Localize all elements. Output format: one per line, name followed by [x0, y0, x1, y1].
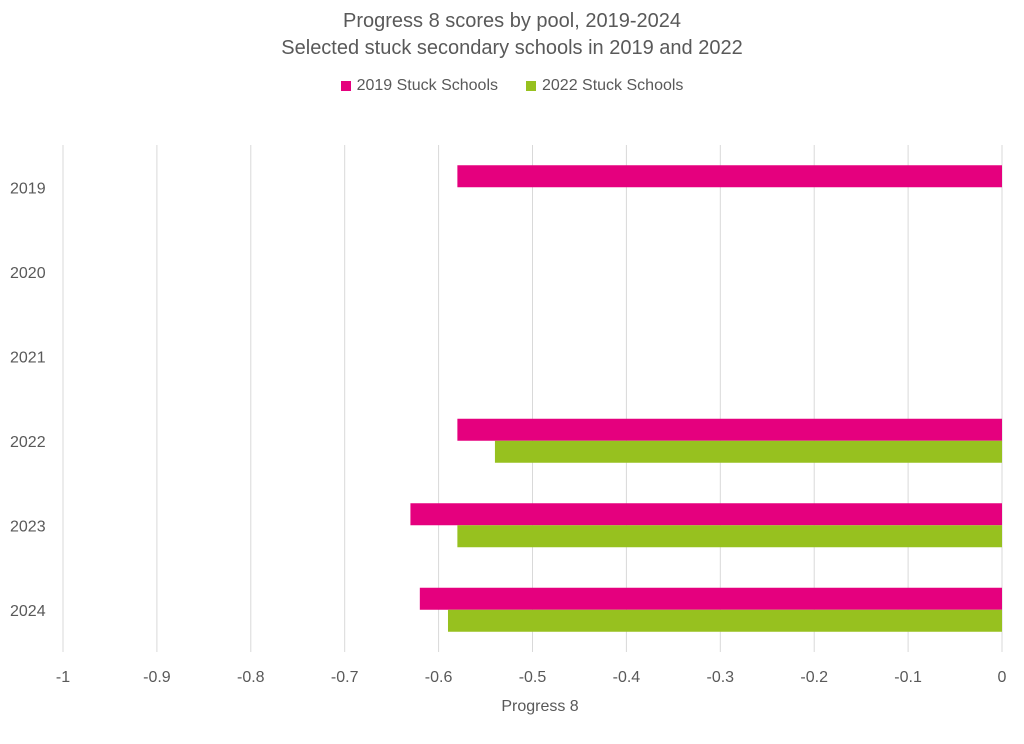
- bar-2019-stuck-schools-2024: [419, 587, 1002, 610]
- y-tick-label: 2024: [10, 603, 46, 620]
- y-tick-label: 2021: [10, 349, 46, 366]
- y-tick-label: 2023: [10, 518, 46, 535]
- chart-subtitle: Selected stuck secondary schools in 2019…: [281, 37, 743, 59]
- x-tick-label: -1: [56, 669, 70, 686]
- legend-swatch-2022: [526, 81, 536, 91]
- x-tick-label: -0.7: [331, 669, 359, 686]
- x-tick-label: -0.2: [800, 669, 828, 686]
- x-axis-title: Progress 8: [501, 698, 578, 715]
- x-tick-label: -0.6: [425, 669, 453, 686]
- chart-title: Progress 8 scores by pool, 2019-2024: [343, 10, 681, 32]
- y-tick-label: 2019: [10, 180, 46, 197]
- legend: 2019 Stuck Schools 2022 Stuck Schools: [0, 77, 1024, 95]
- legend-item-2019-stuck-schools: 2019 Stuck Schools: [340, 77, 498, 95]
- legend-item-2022-stuck-schools: 2022 Stuck Schools: [526, 77, 683, 95]
- x-tick-label: -0.5: [519, 669, 547, 686]
- bar-2022-stuck-schools-2024: [447, 609, 1002, 632]
- x-tick-label: 0: [998, 669, 1007, 686]
- legend-swatch-2019: [340, 81, 351, 91]
- y-tick-label: 2022: [10, 434, 46, 451]
- x-tick-label: -0.8: [237, 669, 265, 686]
- bar-2019-stuck-schools-2019: [457, 165, 1002, 188]
- bar-2019-stuck-schools-2023: [410, 503, 1002, 526]
- legend-label-2019: 2019 Stuck Schools: [356, 77, 498, 94]
- legend-label-2022: 2022 Stuck Schools: [542, 77, 684, 94]
- y-tick-label: 2020: [10, 265, 46, 282]
- bar-2022-stuck-schools-2023: [457, 525, 1002, 548]
- x-tick-label: -0.9: [143, 669, 171, 686]
- x-tick-label: -0.4: [613, 669, 641, 686]
- x-tick-label: -0.1: [894, 669, 922, 686]
- bar-2022-stuck-schools-2022: [494, 440, 1002, 463]
- bar-2019-stuck-schools-2022: [457, 418, 1002, 441]
- x-tick-label: -0.3: [707, 669, 735, 686]
